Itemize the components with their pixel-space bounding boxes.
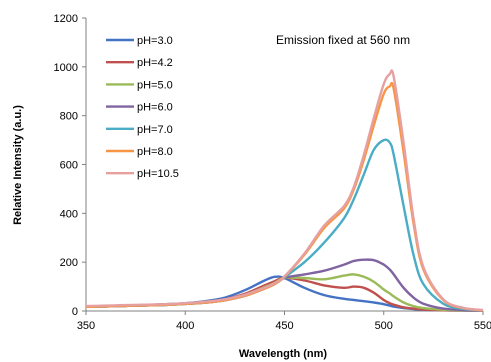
y-tick-label: 1200 bbox=[54, 13, 78, 25]
legend-label: pH=3.0 bbox=[137, 35, 173, 47]
x-tick-label: 500 bbox=[375, 320, 393, 332]
series-lines bbox=[85, 69, 484, 312]
x-axis-title: Wavelength (nm) bbox=[239, 348, 328, 360]
legend-label: pH=5.0 bbox=[137, 79, 173, 91]
y-tick-label: 800 bbox=[60, 111, 78, 123]
chart-annotation: Emission fixed at 560 nm bbox=[276, 33, 410, 47]
legend-label: pH=4.2 bbox=[137, 57, 173, 69]
legend-label: pH=8.0 bbox=[137, 146, 173, 158]
y-tick-label: 200 bbox=[60, 257, 78, 269]
x-tick-label: 350 bbox=[77, 320, 95, 332]
legend: pH=3.0 pH=4.2 pH=5.0 pH=6.0 pH=7.0 pH=8.0 pH=1… bbox=[106, 35, 179, 180]
axes: 0 200 400 600 800 1000 1200 350 400 450 500 550 bbox=[54, 13, 491, 332]
y-tick-label: 0 bbox=[72, 306, 78, 318]
y-tick-label: 1000 bbox=[54, 62, 78, 74]
legend-label: pH=7.0 bbox=[137, 124, 173, 136]
series-line-5 bbox=[85, 138, 484, 312]
x-tick-label: 550 bbox=[474, 320, 491, 332]
legend-label: pH=6.0 bbox=[137, 102, 173, 114]
x-tick-label: 400 bbox=[176, 320, 194, 332]
y-tick-label: 400 bbox=[60, 208, 78, 220]
y-tick-label: 600 bbox=[60, 160, 78, 172]
y-axis-title: Relative Intensity (a.u.) bbox=[12, 105, 24, 225]
x-tick-label: 450 bbox=[275, 320, 293, 332]
series-line-7 bbox=[85, 69, 484, 312]
legend-label: pH=10.5 bbox=[137, 168, 179, 180]
